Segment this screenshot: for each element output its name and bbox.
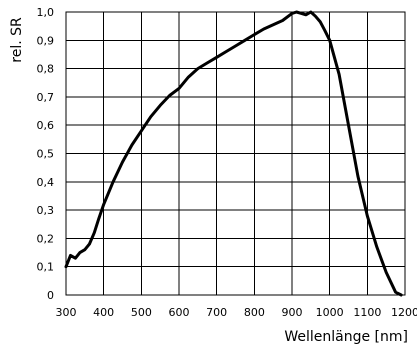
x-tick-label: 800 xyxy=(244,306,265,319)
x-tick-label: 700 xyxy=(206,306,227,319)
x-tick-label: 500 xyxy=(131,306,152,319)
y-tick-label: 0,8 xyxy=(37,63,55,76)
x-tick-label: 400 xyxy=(93,306,114,319)
plot-frame xyxy=(65,11,406,296)
y-tick-label: 0,7 xyxy=(37,91,55,104)
x-axis-title: Wellenlänge [nm] xyxy=(284,329,408,345)
y-axis-tick-labels: 0 0,1 0,2 0,3 0,4 0,5 0,6 0,7 0,8 0,9 1,0 xyxy=(37,6,55,302)
x-tick-label: 1200 xyxy=(391,306,417,319)
x-tick-label: 300 xyxy=(56,306,77,319)
x-tick-label: 1000 xyxy=(316,306,344,319)
y-tick-label: 0 xyxy=(47,289,54,302)
series-line xyxy=(64,10,403,297)
x-tick-label: 900 xyxy=(282,306,303,319)
y-tick-label: 0,1 xyxy=(37,261,55,274)
y-tick-label: 1,0 xyxy=(37,6,55,19)
x-axis-tick-labels: 300 400 500 600 700 800 900 1000 1100 1200 xyxy=(56,306,417,319)
x-tick-label: 1100 xyxy=(353,306,381,319)
y-tick-label: 0,2 xyxy=(37,232,55,245)
y-tick-label: 0,4 xyxy=(37,176,55,189)
y-tick-label: 0,5 xyxy=(37,148,55,161)
x-tick-label: 600 xyxy=(169,306,190,319)
y-tick-label: 0,6 xyxy=(37,119,55,132)
y-axis-title: rel. SR xyxy=(9,17,25,63)
y-tick-label: 0,3 xyxy=(37,204,55,217)
y-tick-label: 0,9 xyxy=(37,34,55,47)
